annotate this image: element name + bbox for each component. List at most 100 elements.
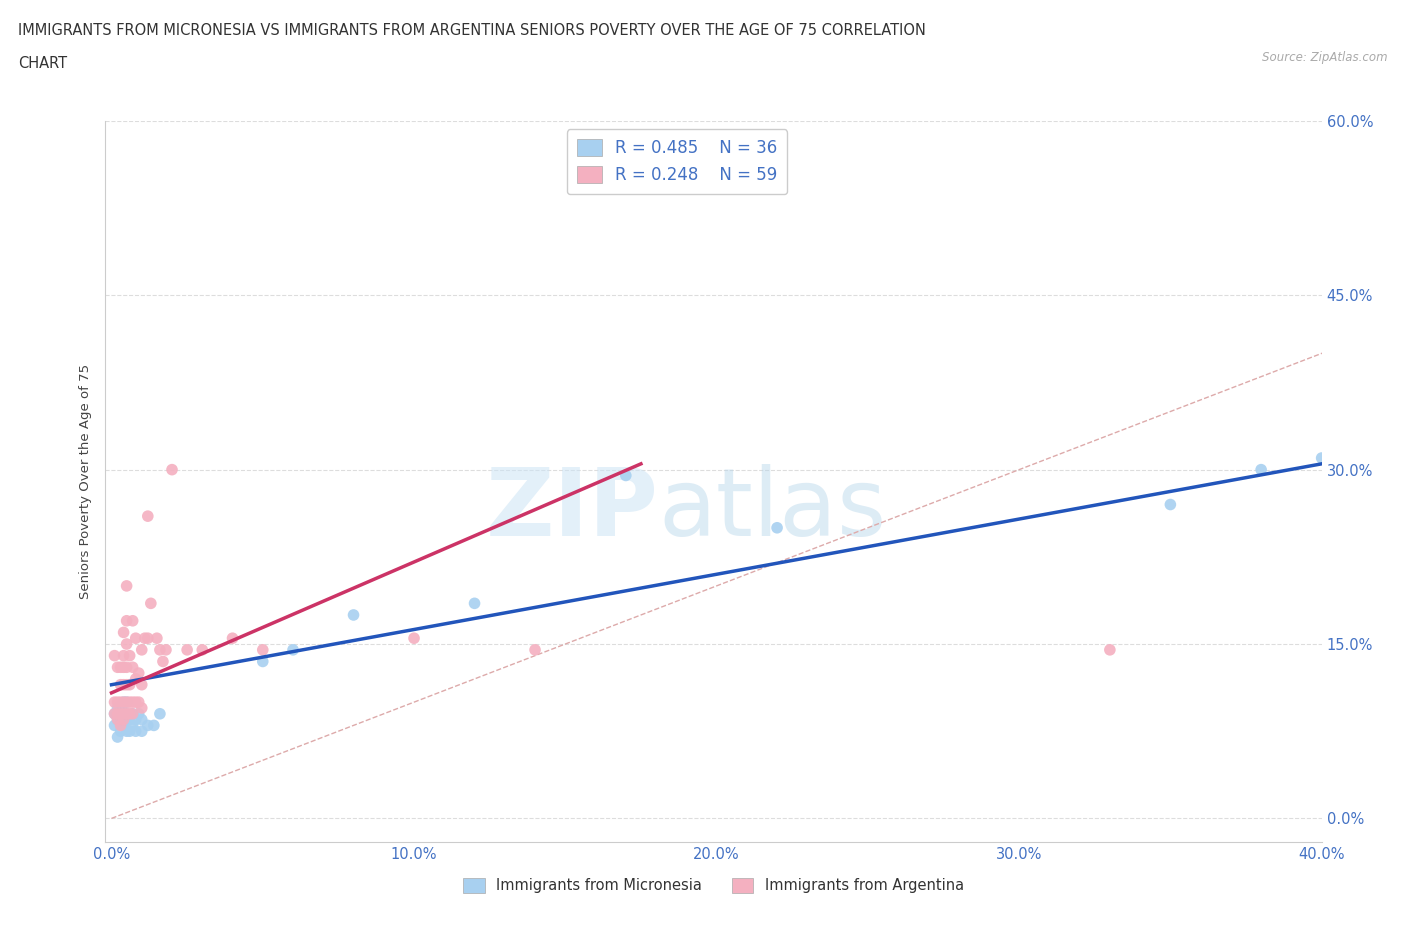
Point xyxy=(176,643,198,658)
Point xyxy=(115,660,138,675)
Point xyxy=(1250,462,1272,477)
Point xyxy=(524,643,547,658)
Point xyxy=(252,643,274,658)
Point xyxy=(614,468,637,483)
Point xyxy=(1098,643,1121,658)
Point xyxy=(112,695,135,710)
Point xyxy=(128,666,150,681)
Point xyxy=(342,607,364,622)
Point xyxy=(103,648,125,663)
Point xyxy=(146,631,169,645)
Point xyxy=(107,707,129,722)
Point xyxy=(110,718,132,733)
Point xyxy=(103,695,125,710)
Text: Source: ZipAtlas.com: Source: ZipAtlas.com xyxy=(1263,51,1388,64)
Point xyxy=(103,718,125,733)
Point xyxy=(766,521,789,536)
Point xyxy=(121,695,143,710)
Point xyxy=(149,707,172,722)
Point xyxy=(115,695,138,710)
Point xyxy=(155,643,177,658)
Point xyxy=(131,700,153,715)
Point xyxy=(112,660,135,675)
Point xyxy=(128,695,150,710)
Point xyxy=(118,724,141,738)
Point xyxy=(121,660,143,675)
Point xyxy=(118,707,141,722)
Point xyxy=(134,631,156,645)
Point xyxy=(136,509,159,524)
Point xyxy=(131,724,153,738)
Point xyxy=(464,596,486,611)
Point xyxy=(118,677,141,692)
Point xyxy=(128,707,150,722)
Point xyxy=(115,707,138,722)
Point xyxy=(115,614,138,629)
Text: IMMIGRANTS FROM MICRONESIA VS IMMIGRANTS FROM ARGENTINA SENIORS POVERTY OVER THE: IMMIGRANTS FROM MICRONESIA VS IMMIGRANTS… xyxy=(18,23,927,38)
Text: ZIP: ZIP xyxy=(486,464,659,556)
Point xyxy=(402,631,425,645)
Point xyxy=(112,712,135,727)
Point xyxy=(281,643,304,658)
Point xyxy=(107,729,129,744)
Point xyxy=(131,712,153,727)
Point xyxy=(115,695,138,710)
Point xyxy=(107,712,129,727)
Point xyxy=(136,631,159,645)
Point xyxy=(115,724,138,738)
Point xyxy=(107,695,129,710)
Y-axis label: Seniors Poverty Over the Age of 75: Seniors Poverty Over the Age of 75 xyxy=(79,364,93,599)
Text: atlas: atlas xyxy=(659,464,887,556)
Point xyxy=(112,695,135,710)
Point xyxy=(118,648,141,663)
Point xyxy=(121,707,143,722)
Point xyxy=(103,707,125,722)
Point xyxy=(121,707,143,722)
Point xyxy=(112,718,135,733)
Point xyxy=(121,614,143,629)
Point xyxy=(675,154,697,169)
Point xyxy=(131,677,153,692)
Point xyxy=(221,631,243,645)
Point xyxy=(110,724,132,738)
Point xyxy=(110,712,132,727)
Point xyxy=(110,707,132,722)
Point xyxy=(121,718,143,733)
Point xyxy=(115,578,138,593)
Point xyxy=(112,677,135,692)
Point xyxy=(136,718,159,733)
Point xyxy=(125,631,148,645)
Point xyxy=(142,718,165,733)
Point xyxy=(1310,451,1333,466)
Point xyxy=(115,637,138,652)
Point xyxy=(107,660,129,675)
Point xyxy=(125,724,148,738)
Point xyxy=(112,648,135,663)
Point xyxy=(252,654,274,669)
Point xyxy=(149,643,172,658)
Point xyxy=(125,712,148,727)
Point xyxy=(125,695,148,710)
Point xyxy=(152,654,174,669)
Point xyxy=(110,700,132,715)
Point xyxy=(110,660,132,675)
Point xyxy=(191,643,214,658)
Point xyxy=(125,671,148,686)
Text: CHART: CHART xyxy=(18,56,67,71)
Point xyxy=(115,712,138,727)
Point xyxy=(1159,498,1181,512)
Point xyxy=(103,707,125,722)
Legend: Immigrants from Micronesia, Immigrants from Argentina: Immigrants from Micronesia, Immigrants f… xyxy=(457,872,970,899)
Point xyxy=(115,677,138,692)
Point xyxy=(110,695,132,710)
Point xyxy=(118,712,141,727)
Point xyxy=(112,625,135,640)
Point xyxy=(131,643,153,658)
Point xyxy=(107,712,129,727)
Point xyxy=(160,462,183,477)
Point xyxy=(107,700,129,715)
Point xyxy=(115,707,138,722)
Point xyxy=(139,596,162,611)
Point xyxy=(112,707,135,722)
Point xyxy=(110,677,132,692)
